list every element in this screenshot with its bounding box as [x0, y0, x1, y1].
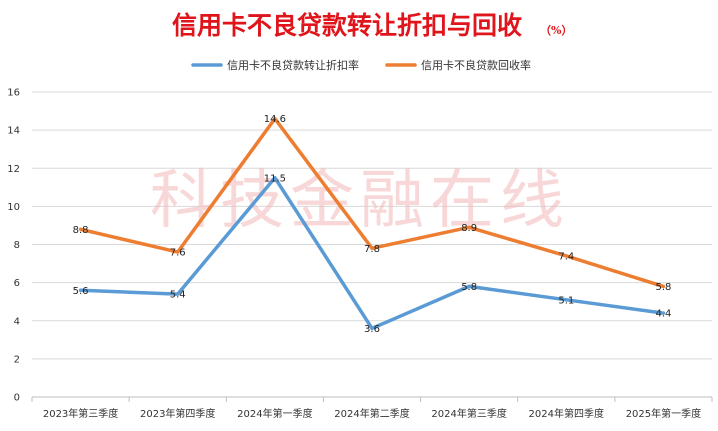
axes: 0 2 4 6 8 10 12 14 16 2023年第三季度 2023年第四季度 2024年第一季度… [7, 88, 713, 420]
y-tick-label: 14 [7, 126, 20, 137]
chart-title: 信用卡不良贷款转让折扣与回收 [172, 11, 522, 40]
data-label: 4.4 [655, 309, 671, 320]
x-tick-label: 2024年第三季度 [431, 407, 506, 420]
x-tick-label: 2024年第二季度 [334, 407, 409, 420]
data-label: 8.9 [461, 223, 477, 234]
data-labels: 5.6 5.4 11.5 3.6 5.8 5.1 4.4 8.8 7.6 14.6 7.8 8.9 7.… [73, 114, 672, 335]
y-tick-label: 16 [7, 88, 20, 99]
x-tick-label: 2024年第一季度 [237, 407, 312, 420]
data-label: 5.4 [170, 290, 186, 301]
legend-label-1: 信用卡不良贷款转让折扣率 [227, 58, 359, 72]
legend: 信用卡不良贷款转让折扣率 信用卡不良贷款回收率 [191, 58, 531, 72]
legend-label-2: 信用卡不良贷款回收率 [421, 58, 531, 72]
series-line-1 [78, 176, 666, 331]
chart-title-unit: （%） [540, 24, 572, 37]
x-tick-label: 2023年第三季度 [43, 407, 118, 420]
data-label: 5.8 [655, 282, 671, 293]
data-label: 3.6 [364, 324, 380, 335]
data-label: 14.6 [264, 114, 286, 125]
y-tick-label: 2 [14, 354, 20, 365]
data-label: 11.5 [264, 173, 286, 184]
data-label: 5.1 [558, 295, 574, 306]
data-label: 5.6 [73, 286, 89, 297]
y-tick-label: 4 [14, 316, 20, 327]
data-label: 5.8 [461, 282, 477, 293]
data-label: 7.6 [170, 248, 186, 259]
data-label: 7.8 [364, 244, 380, 255]
y-tick-label: 12 [7, 164, 20, 175]
x-tick-label: 2024年第四季度 [529, 407, 604, 420]
y-tick-label: 0 [14, 393, 20, 404]
y-tick-label: 6 [14, 278, 20, 289]
y-tick-label: 8 [14, 240, 20, 251]
y-tick-label: 10 [7, 202, 20, 213]
x-tick-label: 2025年第一季度 [626, 407, 701, 420]
data-label: 7.4 [558, 251, 574, 262]
data-label: 8.8 [73, 225, 89, 236]
x-tick-label: 2023年第四季度 [140, 407, 215, 420]
series-lines [78, 116, 666, 331]
series-line-2 [78, 116, 666, 289]
